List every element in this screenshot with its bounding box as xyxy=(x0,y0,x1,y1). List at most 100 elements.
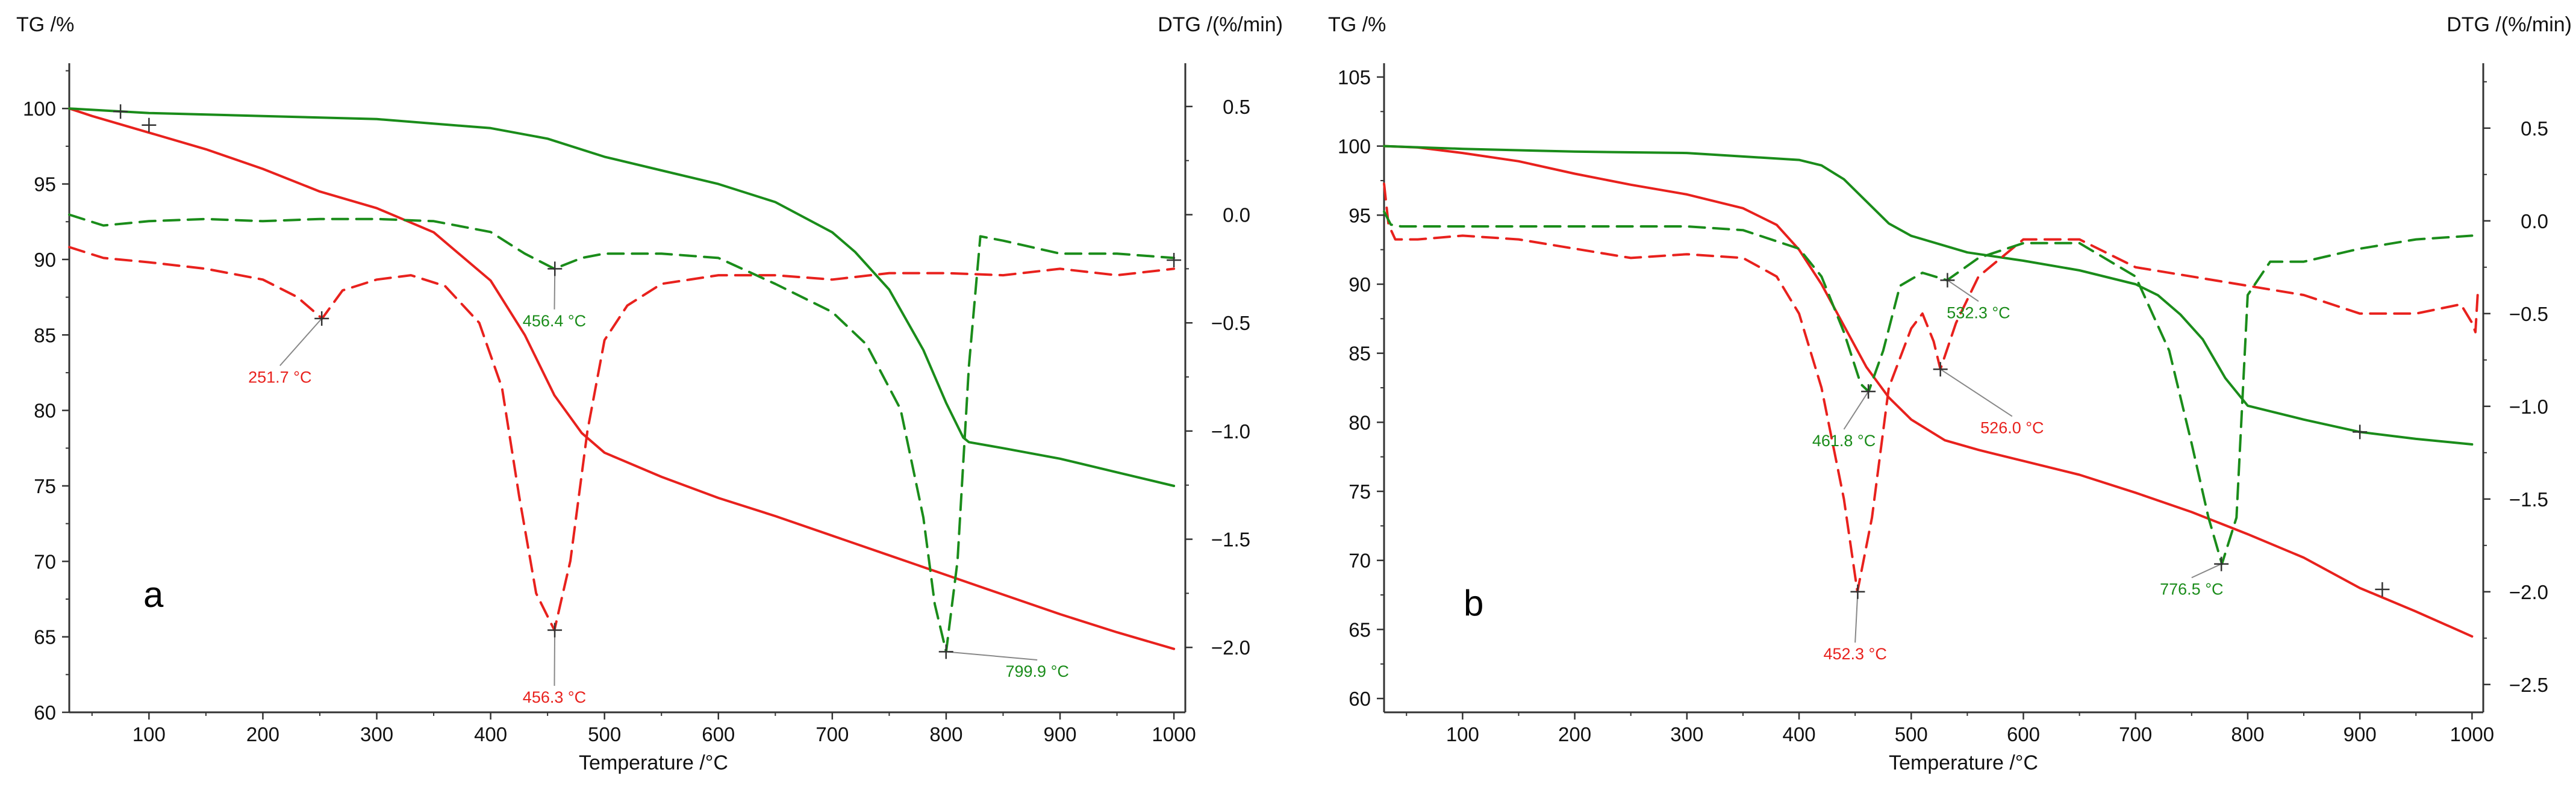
panel-a-annotation-marker xyxy=(314,311,329,326)
panel-b-ytick-left-label: 65 xyxy=(1349,618,1371,641)
panel-b: TG /% DTG /(%/min) Temperature /°C b 100… xyxy=(1328,13,2572,774)
panel-b-ytick-right-label: −2.0 xyxy=(2509,581,2548,603)
panel-a-ytick-left-label: 95 xyxy=(34,173,56,196)
panel-b-annotation-marker xyxy=(1933,362,1948,377)
panel-a-annotation-leader xyxy=(279,318,322,366)
panel-a-ylabel-left: TG /% xyxy=(16,13,74,36)
panel-a-xtick-label: 300 xyxy=(360,723,393,745)
panel-a-ytick-left-label: 80 xyxy=(34,400,56,422)
panel-b-ytick-left-label: 95 xyxy=(1349,204,1371,226)
panel-b-annotation-leader xyxy=(1947,279,1979,302)
panel-a-ytick-left-label: 75 xyxy=(34,475,56,497)
panel-a-point-marker xyxy=(1167,252,1182,267)
panel-b-ylabel-left: TG /% xyxy=(1328,13,1386,36)
panel-b-ylabel-right: DTG /(%/min) xyxy=(2447,13,2572,36)
panel-b-xtick-label: 500 xyxy=(1895,723,1928,745)
panel-a-ytick-right-label: 0.5 xyxy=(1223,96,1250,118)
panel-b-annotation-label: 776.5 °C xyxy=(2160,580,2223,598)
panel-a-ytick-right-label: −2.0 xyxy=(1211,636,1250,659)
panel-b-annotation-leader xyxy=(1940,369,2013,417)
panel-a-xtick-label: 200 xyxy=(246,723,279,745)
panel-a-ytick-left-label: 60 xyxy=(34,701,56,724)
panel-b-annotation-marker xyxy=(1861,384,1876,399)
panel-b-ytick-right-label: −0.5 xyxy=(2509,303,2548,325)
panel-a-xtick-label: 600 xyxy=(702,723,735,745)
panel-a-ytick-left-label: 70 xyxy=(34,550,56,573)
panel-b-ytick-left-label: 70 xyxy=(1349,550,1371,572)
panel-b-ytick-left-label: 100 xyxy=(1338,135,1371,158)
panel-b-ytick-left-label: 105 xyxy=(1338,66,1371,89)
panel-b-xtick-label: 1000 xyxy=(2450,723,2494,745)
panel-b-xtick-label: 800 xyxy=(2231,723,2264,745)
panel-b-ytick-left-label: 85 xyxy=(1349,343,1371,365)
panel-a-annotation-marker xyxy=(547,261,563,276)
panel-b-ytick-right-label: 0.5 xyxy=(2521,117,2548,140)
panel-a-xtick-label: 400 xyxy=(474,723,507,745)
panel-a-ytick-left-label: 90 xyxy=(34,249,56,271)
panel-b-series-tg-green xyxy=(1383,145,2474,446)
panel-b-ytick-left-label: 60 xyxy=(1349,688,1371,710)
panel-a-annotation-label: 251.7 °C xyxy=(248,368,311,386)
panel-b-xtick-label: 600 xyxy=(2007,723,2040,745)
panel-b-point-marker xyxy=(2375,582,2390,597)
panel-b-label: b xyxy=(1464,583,1483,623)
panel-a-xtick-label: 800 xyxy=(929,723,962,745)
panel-b-ytick-right-label: −2.5 xyxy=(2509,674,2548,696)
panel-b-series-dtg-red xyxy=(1383,182,2479,593)
panel-b-annotation-marker xyxy=(1940,273,1955,288)
panel-b-annotation-marker xyxy=(1850,584,1865,599)
panel-b-xtick-label: 900 xyxy=(2344,723,2377,745)
panel-b-annotation-marker xyxy=(2214,556,2229,571)
panel-a-ytick-right-label: 0.0 xyxy=(1223,204,1250,226)
panel-a-annotation-label: 456.3 °C xyxy=(523,688,586,706)
panel-b-annotation-leader xyxy=(2191,563,2222,579)
panel-b-xlabel: Temperature /°C xyxy=(1889,751,2038,774)
panel-b-series-dtg-green xyxy=(1383,210,2474,565)
panel-a: TG /% DTG /(%/min) Temperature /°C a 100… xyxy=(16,13,1283,774)
panel-a-xtick-label: 900 xyxy=(1043,723,1076,745)
panel-a-annotation-leader xyxy=(946,651,1038,661)
panel-b-xtick-label: 300 xyxy=(1670,723,1703,745)
panel-a-annotation-label: 799.9 °C xyxy=(1006,662,1069,680)
panel-a-ytick-left-label: 100 xyxy=(23,98,56,120)
panel-b-xtick-label: 700 xyxy=(2119,723,2152,745)
panel-b-xtick-label: 400 xyxy=(1782,723,1815,745)
panel-b-annotation-label: 452.3 °C xyxy=(1823,645,1886,663)
panel-a-ytick-left-label: 65 xyxy=(34,626,56,648)
panel-b-annotation-label: 532.3 °C xyxy=(1947,303,2010,322)
panel-b-xtick-label: 200 xyxy=(1558,723,1591,745)
panel-b-annotation-leader xyxy=(1843,391,1869,430)
panel-a-xtick-label: 700 xyxy=(816,723,849,745)
panel-a-annotation-marker xyxy=(547,623,563,638)
panel-a-ytick-right-label: −1.5 xyxy=(1211,529,1250,551)
panel-b-annotation-label: 461.8 °C xyxy=(1812,432,1876,450)
panel-b-ytick-right-label: −1.0 xyxy=(2509,396,2548,418)
panel-b-ytick-left-label: 90 xyxy=(1349,273,1371,296)
panel-a-series-tg-green xyxy=(68,107,1176,487)
panel-a-series-dtg-red xyxy=(68,246,1176,632)
panel-b-ytick-right-label: 0.0 xyxy=(2521,210,2548,232)
panel-a-xtick-label: 100 xyxy=(133,723,166,745)
panel-a-ytick-right-label: −1.0 xyxy=(1211,420,1250,443)
panel-a-ytick-left-label: 85 xyxy=(34,324,56,346)
panel-b-ytick-right-label: −1.5 xyxy=(2509,488,2548,511)
panel-a-annotation-label: 456.4 °C xyxy=(523,312,586,330)
panel-a-xlabel: Temperature /°C xyxy=(579,751,728,774)
panel-a-ylabel-right: DTG /(%/min) xyxy=(1158,13,1283,36)
panel-b-ytick-left-label: 80 xyxy=(1349,411,1371,434)
panel-a-series-tg-red xyxy=(68,107,1176,650)
panel-a-xtick-label: 500 xyxy=(588,723,621,745)
panel-a-xtick-label: 1000 xyxy=(1152,723,1196,745)
panel-b-point-marker xyxy=(2353,424,2368,440)
panel-a-ytick-right-label: −0.5 xyxy=(1211,312,1250,334)
panel-a-point-marker xyxy=(142,117,157,132)
panel-a-annotation-marker xyxy=(938,644,953,659)
panel-b-xtick-label: 100 xyxy=(1446,723,1479,745)
panel-a-annotation-leader xyxy=(554,630,556,686)
panel-a-series-dtg-green xyxy=(68,213,1176,653)
panel-b-annotation-leader xyxy=(1854,591,1859,643)
panel-a-label: a xyxy=(143,574,164,615)
panel-b-series-tg-red xyxy=(1383,145,2474,638)
panel-b-ytick-left-label: 75 xyxy=(1349,480,1371,503)
